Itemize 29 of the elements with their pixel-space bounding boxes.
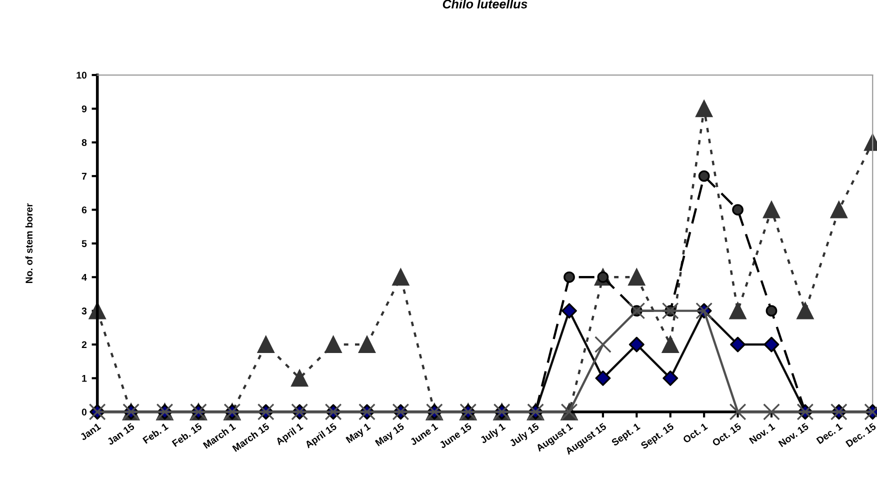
- x-tick-label: May 1: [346, 422, 372, 445]
- x-tick-label: Jan 15: [106, 422, 135, 446]
- y-tick-label: 4: [82, 274, 87, 281]
- y-axis-title: No. of stem borer: [25, 203, 33, 284]
- x-tick-label: Feb. 1: [142, 422, 169, 444]
- y-tick-label: 3: [82, 308, 87, 314]
- x-tick-label: Dec. 15: [845, 422, 876, 448]
- x-tick-label: May 15: [374, 422, 406, 448]
- x-tick-label: Sept. 1: [610, 422, 642, 448]
- x-tick-label: Sept. 15: [640, 422, 676, 451]
- y-tick-label: 9: [82, 105, 87, 112]
- y-tick-label: 6: [82, 206, 87, 214]
- x-tick-label: June 1: [410, 422, 438, 446]
- x-tick-label: Jan1: [80, 422, 102, 441]
- x-tick-label: Nov. 15: [778, 422, 810, 448]
- x-tick-label: Oct. 1: [682, 422, 708, 444]
- x-tick-label: July 1: [479, 422, 507, 446]
- x-tick-label: Feb. 15: [172, 422, 202, 447]
- y-tick-label: 5: [82, 240, 87, 248]
- y-tick-label: 10: [76, 72, 87, 79]
- x-tick-label: Nov. 1: [748, 422, 776, 444]
- x-tick-label: Dec. 1: [816, 422, 843, 444]
- y-tick-label: 0: [82, 408, 87, 416]
- y-tick-label: 1: [82, 375, 87, 382]
- x-tick-label: Oct. 15: [712, 422, 742, 447]
- y-tick-label: 8: [82, 139, 87, 146]
- y-tick-label: 7: [82, 172, 87, 180]
- x-tick-label: June 15: [438, 422, 472, 449]
- y-tick-label: 2: [82, 341, 87, 348]
